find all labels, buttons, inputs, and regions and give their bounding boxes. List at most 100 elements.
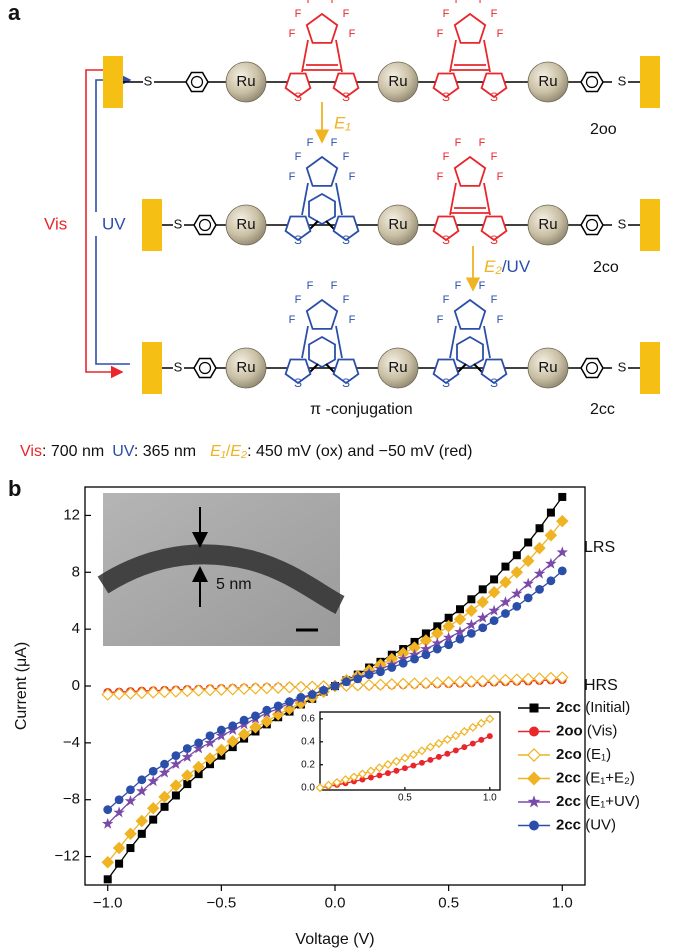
benzene-ring [585,361,599,375]
bond [301,39,309,73]
methyl [309,220,319,230]
thiophene [480,358,508,385]
electrode [142,199,162,251]
thiophene [432,358,460,385]
marker [158,790,171,804]
marker [521,672,535,686]
marker [442,735,452,745]
marker [533,567,546,579]
fluorine: F [479,280,486,292]
thiophene [284,72,312,99]
bond [449,182,457,216]
marker [260,681,274,695]
marker [393,767,400,774]
x-tick-label: 0.5 [398,793,412,804]
marker [397,653,409,664]
legend-cond: (Initial) [581,699,630,716]
bond [483,182,491,216]
marker [353,674,363,684]
marker [215,683,228,696]
marker [455,634,465,644]
marker [465,604,478,617]
marker [323,780,333,790]
marker [103,875,112,884]
marker [149,815,158,824]
marker [511,587,523,599]
cyclopentene [453,12,487,44]
ru-label: Ru [236,73,255,90]
marker [545,557,557,569]
label-bg [90,212,132,236]
marker [330,681,340,691]
marker [112,687,126,701]
marker [226,683,239,696]
fluorine: F [343,151,350,163]
legend-cond: (E₁+E₂) [581,769,635,786]
marker [442,631,455,643]
marker [341,677,351,687]
marker [419,676,433,690]
marker [456,605,464,614]
marker [432,644,442,654]
fluorine: F [289,314,296,326]
methyl [325,220,335,230]
marker [215,743,228,757]
y-tick-label: 0.6 [301,714,315,725]
marker [544,671,558,685]
marker [146,801,160,815]
marker [523,593,533,603]
marker [124,827,137,841]
e1-label: E₁ [334,113,351,132]
marker [169,685,183,698]
y-tick-label: −4 [63,734,80,751]
marker [158,685,171,699]
electrode [142,342,162,394]
marker [391,756,401,766]
thiophene [284,215,312,242]
fluorine: F [437,314,444,326]
thiophene [432,215,460,242]
marker [476,674,489,688]
marker [384,770,391,777]
cyclopentene [305,298,339,330]
marker [488,604,500,616]
sulfur: S [144,73,153,88]
ring [308,335,336,369]
marker [418,759,425,766]
marker [454,626,466,637]
fluorine: F [443,151,450,163]
marker [400,753,410,763]
fluorine: F [307,0,314,6]
bond [335,39,343,73]
marker [546,508,555,517]
fluorine: F [443,294,450,306]
sulfur: S [618,216,627,231]
legend-marker [527,771,541,786]
fluorine: F [289,28,296,40]
benzene [580,214,604,236]
plot-area [319,711,501,791]
marker [158,766,171,778]
ru-label: Ru [236,359,255,376]
marker [126,844,135,853]
marker [558,492,567,501]
sulfur: S [490,376,498,390]
marker [510,566,524,579]
marker [556,514,569,528]
legend-cond: (E₁+UV) [581,793,640,810]
thiophene [284,358,312,385]
marker [340,775,350,785]
marker [271,681,285,694]
legend-label: 2cc (E₁+UV) [556,793,640,810]
annotation: HRS [584,677,618,694]
marker [203,683,217,697]
fluorine: F [331,0,338,6]
marker [171,791,180,800]
marker [183,780,192,789]
legend-id: 2cc [556,699,581,716]
fluorine: F [479,137,486,149]
thiophene [480,72,508,99]
e2-uv-label: E₂/UV [484,257,531,276]
legend-id: 2cc [556,816,581,833]
marker [262,705,272,715]
